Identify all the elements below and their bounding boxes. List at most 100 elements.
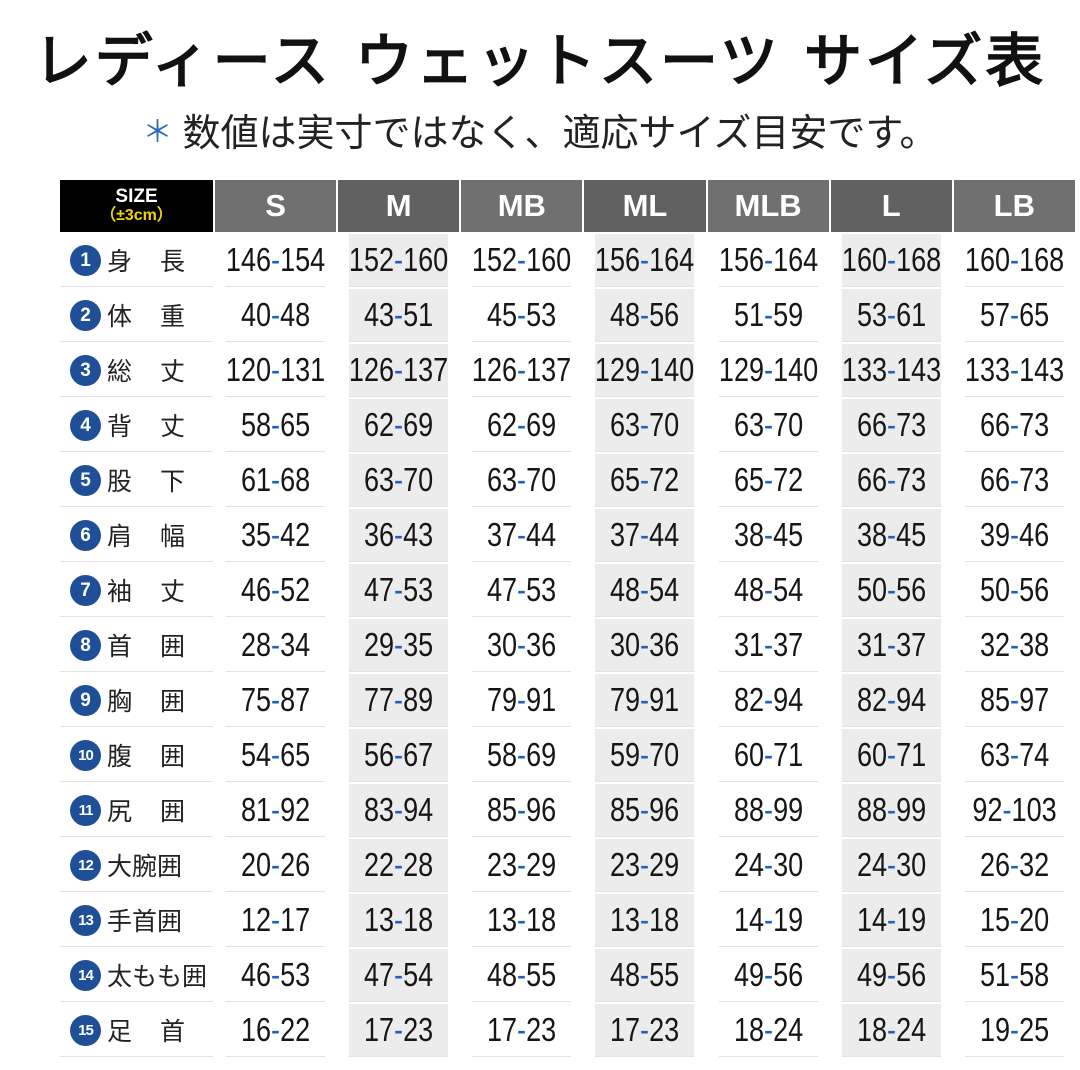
- page-title: レディース ウェットスーツ サイズ表: [33, 27, 1047, 95]
- column-header-mlb: MLB: [707, 180, 829, 232]
- row-header: 10 腹囲: [60, 729, 214, 782]
- size-value-cell: 47-53: [472, 564, 572, 617]
- table-row: 11 尻囲 81-92 83-94 85-96 85-96 88-99 88-99 92-103: [60, 784, 1075, 837]
- size-value-cell: 81-92: [225, 784, 326, 837]
- size-value-cell: 79-91: [472, 674, 572, 727]
- size-value-cell: 92-103: [964, 784, 1064, 837]
- size-value-cell: 23-29: [595, 839, 695, 892]
- row-number-badge: 9: [70, 684, 101, 716]
- size-value-cell: 16-22: [225, 1004, 326, 1057]
- row-label: 大腕囲: [107, 852, 183, 881]
- size-value-cell: 152-160: [472, 234, 572, 287]
- row-number-badge: 3: [70, 354, 101, 386]
- row-header: 11 尻囲: [60, 784, 214, 837]
- size-value-cell: 160-168: [841, 234, 941, 287]
- row-label: 総丈: [107, 357, 214, 386]
- table-row: 14 太もも囲 46-53 47-54 48-55 48-55 49-56 49-56 51-5…: [60, 949, 1075, 1002]
- row-label: 体重: [107, 302, 214, 331]
- size-value-cell: 23-29: [472, 839, 572, 892]
- size-value-cell: 50-56: [964, 564, 1064, 617]
- size-value-cell: 26-32: [964, 839, 1064, 892]
- size-value-cell: 65-72: [718, 454, 818, 507]
- note-text: 数値は実寸ではなく、適応サイズ目安です。: [182, 111, 938, 155]
- size-value-cell: 24-30: [718, 839, 818, 892]
- size-value-cell: 156-164: [595, 234, 695, 287]
- size-value-cell: 133-143: [841, 344, 941, 397]
- size-table: SIZE （±3cm） S M MB ML MLB L LB 1 身長 146-15…: [58, 178, 1077, 1059]
- row-label: 胸囲: [107, 687, 214, 716]
- row-number-badge: 12: [70, 849, 101, 881]
- size-value-cell: 77-89: [349, 674, 449, 727]
- column-header-s: S: [215, 180, 337, 232]
- size-value-cell: 45-53: [472, 289, 572, 342]
- size-value-cell: 13-18: [472, 894, 572, 947]
- header-row: SIZE （±3cm） S M MB ML MLB L LB: [60, 180, 1075, 232]
- size-value-cell: 40-48: [225, 289, 326, 342]
- size-value-cell: 17-23: [349, 1004, 449, 1057]
- size-value-cell: 133-143: [964, 344, 1064, 397]
- size-value-cell: 22-28: [349, 839, 449, 892]
- size-value-cell: 48-54: [718, 564, 818, 617]
- row-header: 9 胸囲: [60, 674, 214, 727]
- size-value-cell: 126-137: [349, 344, 449, 397]
- row-header: 15 足首: [60, 1004, 214, 1057]
- size-value-cell: 13-18: [595, 894, 695, 947]
- row-number-badge: 11: [70, 794, 101, 826]
- row-header: 6 肩幅: [60, 509, 214, 562]
- row-label: 手首囲: [107, 907, 183, 936]
- size-value-cell: 48-55: [472, 949, 572, 1002]
- row-header: 4 背丈: [60, 399, 214, 452]
- size-value-cell: 48-56: [595, 289, 695, 342]
- row-number-badge: 6: [70, 519, 101, 551]
- size-value-cell: 66-73: [841, 454, 941, 507]
- size-value-cell: 47-53: [349, 564, 449, 617]
- size-value-cell: 63-70: [349, 454, 449, 507]
- row-header: 3 総丈: [60, 344, 214, 397]
- row-label: 太もも囲: [107, 962, 208, 991]
- size-value-cell: 63-70: [472, 454, 572, 507]
- row-label: 肩幅: [107, 522, 214, 551]
- size-value-cell: 160-168: [964, 234, 1064, 287]
- row-number-badge: 2: [70, 299, 101, 331]
- column-header-l: L: [830, 180, 952, 232]
- row-label: 尻囲: [107, 797, 214, 826]
- size-value-cell: 65-72: [595, 454, 695, 507]
- size-value-cell: 50-56: [841, 564, 941, 617]
- row-label: 身長: [107, 247, 214, 276]
- size-value-cell: 152-160: [349, 234, 449, 287]
- size-value-cell: 18-24: [841, 1004, 941, 1057]
- column-header-ml: ML: [584, 180, 706, 232]
- size-value-cell: 30-36: [472, 619, 572, 672]
- size-value-cell: 53-61: [841, 289, 941, 342]
- table-row: 8 首囲 28-34 29-35 30-36 30-36 31-37 31-37 32-38: [60, 619, 1075, 672]
- size-corner-cell: SIZE （±3cm）: [60, 180, 214, 232]
- size-value-cell: 48-55: [595, 949, 695, 1002]
- size-value-cell: 14-19: [718, 894, 818, 947]
- size-value-cell: 20-26: [225, 839, 326, 892]
- size-value-cell: 30-36: [595, 619, 695, 672]
- size-value-cell: 18-24: [718, 1004, 818, 1057]
- table-row: 7 袖丈 46-52 47-53 47-53 48-54 48-54 50-56 50-56: [60, 564, 1075, 617]
- table-row: 6 肩幅 35-42 36-43 37-44 37-44 38-45 38-45 39-46: [60, 509, 1075, 562]
- row-number-badge: 13: [70, 904, 101, 936]
- row-label: 腹囲: [107, 742, 214, 771]
- size-value-cell: 31-37: [841, 619, 941, 672]
- size-value-cell: 36-43: [349, 509, 449, 562]
- note-line: ＊ 数値は実寸ではなく、適応サイズ目安です。: [0, 108, 1080, 158]
- column-header-mb: MB: [461, 180, 583, 232]
- size-value-cell: 56-67: [349, 729, 449, 782]
- row-label: 股下: [107, 467, 214, 496]
- row-label: 足首: [107, 1017, 214, 1046]
- size-value-cell: 63-74: [964, 729, 1064, 782]
- size-value-cell: 85-96: [595, 784, 695, 837]
- column-header-lb: LB: [953, 180, 1075, 232]
- size-value-cell: 61-68: [225, 454, 326, 507]
- row-header: 12 大腕囲: [60, 839, 214, 892]
- size-value-cell: 82-94: [841, 674, 941, 727]
- table-row: 2 体重 40-48 43-51 45-53 48-56 51-59 53-61 57-65: [60, 289, 1075, 342]
- row-header: 14 太もも囲: [60, 949, 214, 1002]
- size-value-cell: 57-65: [964, 289, 1064, 342]
- row-number-badge: 8: [70, 629, 101, 661]
- size-value-cell: 48-54: [595, 564, 695, 617]
- table-row: 10 腹囲 54-65 56-67 58-69 59-70 60-71 60-71 63-74: [60, 729, 1075, 782]
